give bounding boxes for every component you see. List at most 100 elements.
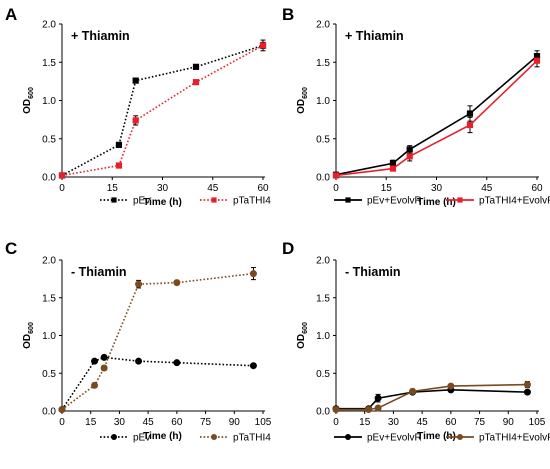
panel-title: + Thiamin (345, 29, 404, 43)
series-1 (58, 39, 267, 179)
series-1 (332, 381, 531, 413)
y-tick-label: 1.5 (316, 58, 330, 69)
x-tick-label: 30 (114, 417, 126, 428)
y-axis-label: OD600 (296, 87, 309, 114)
x-tick-label: 0 (333, 183, 339, 194)
legend-marker (211, 434, 217, 440)
x-tick-label: 105 (255, 417, 272, 428)
x-tick-label: 30 (157, 183, 169, 194)
legend-marker (211, 197, 217, 203)
x-tick-label: 15 (359, 417, 371, 428)
data-point (332, 405, 340, 413)
y-tick-label: 1.0 (42, 331, 56, 342)
legend-marker (345, 197, 351, 203)
legend-marker (345, 434, 351, 440)
data-point (365, 405, 373, 413)
data-point (389, 165, 397, 172)
y-axis-label-subscript: 600 (28, 87, 35, 99)
y-tick-label: 1.0 (316, 331, 330, 342)
data-point (58, 405, 66, 413)
chart-panel-a: A + Thiamin 0.0 0.5 1.0 1.5 2.0 0 15 30 45 60 Time (… (5, 5, 271, 208)
y-tick-label: 1.0 (316, 96, 330, 107)
data-point (533, 57, 541, 64)
y-tick-label: 1.0 (42, 96, 56, 107)
data-point (249, 270, 257, 278)
data-point (91, 381, 99, 389)
y-axis-label-main: OD (22, 99, 33, 114)
data-point (389, 160, 397, 167)
y-tick-label: 1.5 (316, 293, 330, 304)
panel-letter: A (5, 5, 17, 24)
y-axis-label-subscript: 600 (302, 322, 309, 334)
y-tick-label: 0.5 (42, 369, 56, 380)
chart-panel-b: B + Thiamin 0.0 0.5 1.0 1.5 2.0 0 15 30 45 60 Time (… (282, 5, 550, 208)
y-axis-label: OD600 (22, 87, 35, 114)
y-axis-label-group: OD600 (22, 87, 35, 114)
y-axis-label: OD600 (296, 322, 309, 349)
y-axis-label-main: OD (22, 334, 33, 349)
legend: pEv pTaTHI4 (100, 433, 271, 444)
x-tick-label: 90 (503, 417, 515, 428)
series-line (336, 389, 528, 410)
series-line (61, 44, 264, 177)
data-point (192, 79, 200, 86)
series-line (335, 60, 538, 177)
x-tick-label: 45 (207, 183, 219, 194)
panel-letter: B (282, 5, 294, 24)
data-point (132, 77, 139, 84)
legend: pEv+EvolvR pTaTHI4+EvolvR (334, 196, 550, 207)
data-point (135, 357, 143, 365)
y-tick-label: 2.0 (316, 256, 330, 267)
x-tick-label: 15 (85, 417, 97, 428)
y-axis-label-group: OD600 (22, 322, 35, 349)
data-point (466, 110, 474, 117)
x-axis-label: Time (h) (143, 431, 182, 442)
x-tick-label: 45 (481, 183, 493, 194)
series-1 (58, 267, 257, 413)
data-point (173, 359, 181, 367)
data-point (100, 353, 108, 361)
series-0 (58, 41, 267, 179)
y-axis-label: OD600 (22, 322, 35, 349)
x-tick-label: 15 (107, 183, 119, 194)
y-tick-label: 2.0 (42, 256, 56, 267)
data-point (132, 117, 139, 124)
x-tick-label: 60 (171, 417, 183, 428)
data-point (100, 364, 108, 372)
data-point (332, 172, 340, 179)
legend-marker (111, 434, 117, 440)
data-point (409, 387, 417, 395)
y-tick-label: 0.5 (316, 369, 330, 380)
data-point (173, 279, 181, 287)
legend-label: pTaTHI4+EvolvR (479, 433, 550, 444)
x-tick-label: 45 (417, 417, 429, 428)
series-line (336, 383, 528, 411)
y-axis-label-subscript: 600 (302, 87, 309, 99)
legend-marker (457, 197, 463, 203)
y-tick-label: 0.0 (42, 173, 56, 184)
y-tick-label: 0.5 (42, 134, 56, 145)
data-point (135, 280, 143, 288)
x-tick-label: 30 (431, 183, 443, 194)
y-axis-label-main: OD (296, 334, 307, 349)
series-line (61, 44, 264, 177)
legend-label: pTaTHI4 (233, 433, 271, 444)
y-tick-label: 0.5 (316, 134, 330, 145)
y-tick-label: 1.5 (42, 58, 56, 69)
x-axis-label: Time (h) (143, 197, 182, 208)
data-point (406, 153, 413, 160)
x-tick-label: 75 (474, 417, 486, 428)
legend-label: pEv+EvolvR (367, 433, 422, 444)
x-tick-label: 60 (531, 183, 543, 194)
series-line (61, 356, 254, 410)
data-point (91, 357, 99, 365)
series-line (335, 55, 538, 176)
x-tick-label: 0 (59, 417, 65, 428)
panel-title: - Thiamin (71, 265, 127, 279)
data-point (58, 172, 66, 179)
data-point (115, 162, 123, 169)
data-point (249, 362, 257, 370)
data-point (374, 404, 382, 412)
y-axis-label-group: OD600 (296, 322, 309, 349)
